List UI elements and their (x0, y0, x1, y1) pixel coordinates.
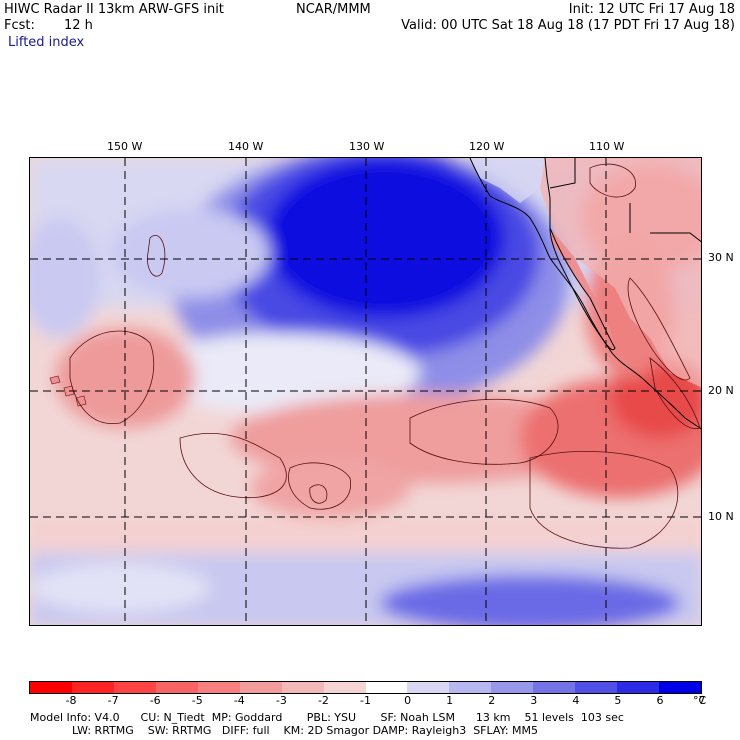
colorbar-tick-label: -2 (317, 694, 329, 707)
colorbar-swatch (617, 682, 660, 693)
colorbar-swatch (575, 682, 618, 693)
colorbar-swatch (659, 682, 701, 693)
baja-peninsula (550, 228, 615, 348)
colorbar-swatch (281, 682, 324, 693)
colorbar-swatch (30, 682, 72, 693)
coastlines (469, 158, 701, 430)
colorbar-tick-label: -4 (233, 694, 245, 707)
field-name: Lifted index (8, 35, 85, 50)
lon-label-110w: 110 W (589, 140, 625, 153)
model-title: HIWC Radar II 13km ARW-GFS init (4, 2, 224, 17)
lon-label-140w: 140 W (228, 140, 264, 153)
colorbar-swatch (239, 682, 282, 693)
colorbar (29, 681, 702, 694)
colorbar-tick-label: -1 (360, 694, 371, 707)
colorbar-tick-label: 7 (698, 694, 706, 707)
lifted-index-map (29, 157, 702, 626)
lon-label-150w: 150 W (107, 140, 143, 153)
lon-label-130w: 130 W (349, 140, 385, 153)
california-coast (470, 158, 545, 203)
lat-label-30n: 30 N (708, 251, 734, 264)
forecast-label: Fcst: (4, 18, 35, 33)
colorbar-tick-label: -7 (107, 694, 119, 707)
colorbar-swatch (449, 682, 492, 693)
institution-label: NCAR/MMM (296, 2, 371, 17)
lat-label-20n: 20 N (708, 384, 734, 397)
colorbar-tick-label: 6 (656, 694, 664, 707)
colorbar-swatch (533, 682, 576, 693)
colorbar-unit: °C (693, 694, 707, 707)
colorbar-tick-label: -5 (191, 694, 203, 707)
landmasses (49, 158, 701, 407)
colorbar-tick-label: 2 (488, 694, 496, 707)
colorbar-swatch (113, 682, 156, 693)
model-info-line1: Model Info: V4.0 CU: N_Tiedt MP: Goddard… (30, 711, 624, 724)
map-canvas (30, 158, 701, 625)
graticule (30, 158, 701, 625)
lon-label-120w: 120 W (469, 140, 505, 153)
valid-time: Valid: 00 UTC Sat 18 Aug 18 (17 PDT Fri … (401, 18, 735, 33)
colorbar-tick-label: 4 (572, 694, 580, 707)
colorbar-swatch (155, 682, 198, 693)
forecast-hour: 12 h (64, 18, 93, 33)
colorbar-tick-label: 5 (614, 694, 622, 707)
lat-label-10n: 10 N (708, 510, 734, 523)
colorbar-swatch (407, 682, 450, 693)
colorbar-tick-label: -8 (65, 694, 77, 707)
colorbar-swatch (71, 682, 114, 693)
colorbar-tick-label: -6 (149, 694, 161, 707)
mexico-land (540, 158, 701, 388)
colorbar-swatch (197, 682, 240, 693)
colorbar-tick-label: 0 (404, 694, 412, 707)
colorbar-tick-label: -3 (275, 694, 287, 707)
model-info-line2: LW: RRTMG SW: RRTMG DIFF: full KM: 2D Sm… (72, 724, 538, 737)
colorbar-swatch (365, 682, 408, 693)
init-time: Init: 12 UTC Fri 17 Aug 18 (568, 2, 735, 17)
colorbar-swatch (491, 682, 534, 693)
colorbar-tick-label: 1 (446, 694, 454, 707)
colorbar-swatch (323, 682, 366, 693)
colorbar-tick-label: 3 (530, 694, 538, 707)
